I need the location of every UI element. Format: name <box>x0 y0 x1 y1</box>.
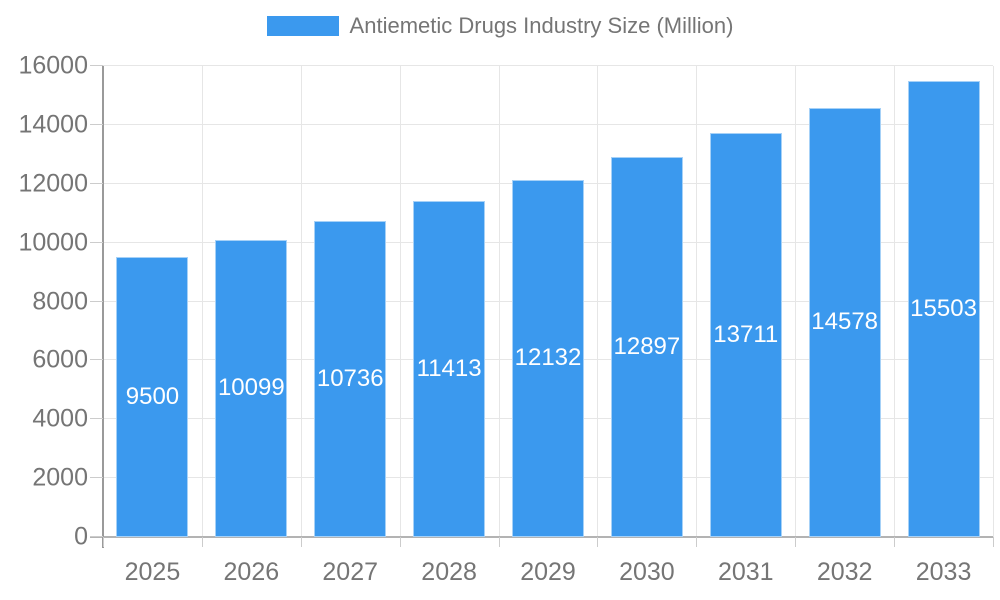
y-tick-label: 4000 <box>32 404 88 433</box>
bar-value-label: 12897 <box>613 333 681 361</box>
bar[interactable]: 10736 <box>314 220 387 537</box>
y-tick-label: 0 <box>74 522 88 551</box>
x-tick-label: 2030 <box>619 558 675 586</box>
x-tick-label: 2028 <box>421 558 477 586</box>
bar-value-label: 11413 <box>416 355 482 383</box>
h-gridline <box>103 123 993 125</box>
x-tick-label: 2031 <box>717 558 774 586</box>
x-tick-label: 2025 <box>124 558 181 586</box>
v-gridline <box>894 66 896 537</box>
bar[interactable]: 9500 <box>116 257 189 537</box>
v-gridline <box>300 66 302 537</box>
bar-value-label: 10736 <box>316 364 384 392</box>
plot-area: 9500 10099 10736 11413 12132 12897 13711 14578 1… <box>18 53 994 585</box>
bar-value-label: 13711 <box>713 321 779 349</box>
bar[interactable]: 12897 <box>610 157 683 537</box>
v-gridline <box>399 66 401 537</box>
x-tick-mark <box>201 537 203 547</box>
bar-value-label: 10099 <box>217 374 285 402</box>
x-tick-label: 2032 <box>816 558 873 586</box>
x-tick-label: 2026 <box>223 558 280 586</box>
y-tick-label: 2000 <box>32 463 88 492</box>
bar[interactable]: 15503 <box>907 80 980 537</box>
x-tick-mark <box>498 537 500 547</box>
x-tick-mark <box>300 537 302 547</box>
y-tick-mark <box>90 536 103 537</box>
v-gridline <box>597 66 599 537</box>
x-tick-label: 2033 <box>915 558 972 586</box>
x-tick-label: 2027 <box>322 558 379 586</box>
v-gridline <box>795 66 797 537</box>
y-tick-mark <box>90 300 103 302</box>
x-tick-mark <box>103 537 104 547</box>
y-tick-mark <box>90 359 103 361</box>
bar[interactable]: 14578 <box>808 107 881 537</box>
y-tick-mark <box>90 477 103 479</box>
x-tick-mark <box>993 537 994 547</box>
y-tick-label: 14000 <box>18 110 88 139</box>
x-axis-line <box>90 536 993 538</box>
bar[interactable]: 12132 <box>512 179 584 537</box>
v-gridline <box>696 66 698 537</box>
bar[interactable]: 10099 <box>215 239 288 537</box>
y-tick-label: 12000 <box>18 169 88 198</box>
x-tick-mark <box>795 537 797 547</box>
legend-item[interactable]: Antiemetic Drugs Industry Size (Million) <box>0 13 1000 39</box>
bar-value-label: 15503 <box>910 294 977 322</box>
bar[interactable]: 13711 <box>709 133 782 537</box>
x-tick-mark <box>399 537 401 547</box>
y-tick-mark <box>90 182 103 184</box>
y-tick-mark <box>90 418 103 420</box>
y-tick-label: 8000 <box>32 287 88 315</box>
v-gridline <box>993 66 994 537</box>
h-gridline <box>103 65 993 66</box>
bar-value-label: 9500 <box>125 383 180 411</box>
x-tick-mark <box>894 537 896 547</box>
v-gridline <box>498 66 500 537</box>
y-tick-label: 16000 <box>18 51 88 80</box>
y-tick-label: 6000 <box>32 345 88 374</box>
x-tick-mark <box>696 537 698 547</box>
x-tick-mark <box>597 537 599 547</box>
x-tick-label: 2029 <box>520 558 576 586</box>
y-axis-line <box>102 66 104 548</box>
bar[interactable]: 11413 <box>413 201 486 537</box>
bar-value-label: 14578 <box>811 308 879 336</box>
v-gridline <box>201 66 203 537</box>
legend-label: Antiemetic Drugs Industry Size (Million) <box>349 13 734 38</box>
y-tick-mark <box>90 123 103 125</box>
y-tick-mark <box>90 65 103 66</box>
bar-value-label: 12132 <box>514 344 582 372</box>
y-tick-label: 10000 <box>18 228 88 257</box>
legend-swatch <box>266 16 339 36</box>
y-tick-mark <box>90 241 103 243</box>
